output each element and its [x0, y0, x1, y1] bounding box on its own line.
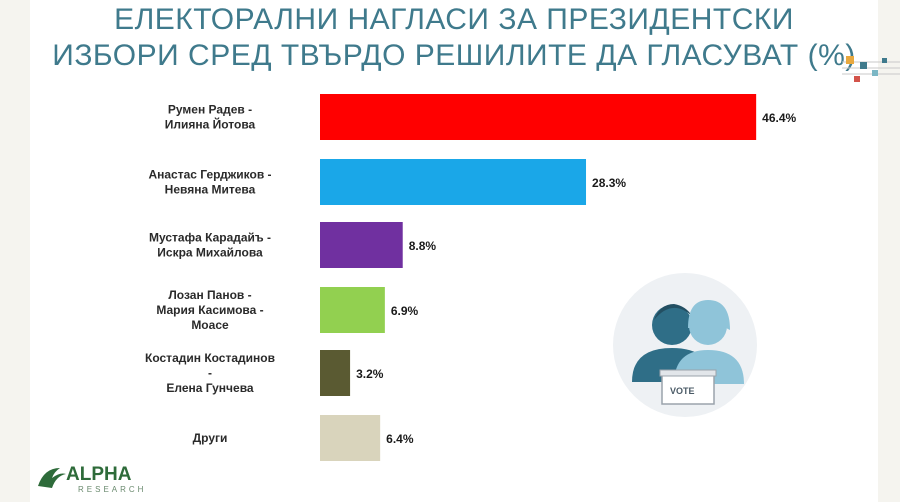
category-label-4-line-3: Моасе — [191, 318, 229, 332]
category-label-6-line-1: Други — [193, 431, 228, 445]
alpha-research-logo: ALPHA RESEARCH — [34, 456, 184, 496]
category-label-1-line-2: Илияна Йотова — [165, 117, 256, 132]
logo-sub-text: RESEARCH — [78, 485, 146, 494]
bar-3 — [320, 222, 403, 268]
decorative-squares-icon — [842, 56, 900, 82]
bar-4 — [320, 287, 385, 333]
category-label-4-line-1: Лозан Панов - — [168, 288, 251, 302]
category-label-3-line-1: Мустафа Карадайъ - — [149, 231, 271, 245]
bar-2 — [320, 159, 587, 205]
category-label-1-line-1: Румен Радев - — [168, 103, 252, 117]
data-label-3: 8.8% — [409, 239, 437, 253]
category-label-4-line-2: Мария Касимова - — [156, 303, 263, 317]
chart-title: ЕЛЕКТОРАЛНИ НАГЛАСИ ЗА ПРЕЗИДЕНТСКИ ИЗБО… — [30, 2, 878, 74]
category-label-2-line-1: Анастас Герджиков - — [148, 168, 271, 182]
bar-6 — [320, 415, 381, 461]
category-label-5-line-2: - — [208, 366, 212, 380]
ballot-box-label: VOTE — [670, 386, 695, 396]
category-label-3-line-2: Искра Михайлова — [157, 246, 263, 260]
chart-title-line1: ЕЛЕКТОРАЛНИ НАГЛАСИ ЗА ПРЕЗИДЕНТСКИ — [114, 3, 794, 36]
logo-brand-text: ALPHA — [66, 464, 132, 485]
bar-5 — [320, 350, 351, 396]
bar-chart: 46.4% Румен Радев -Илияна Йотова 28.3% Анас… — [145, 94, 797, 461]
chart-title-line2: ИЗБОРИ СРЕД ТВЪРДО РЕШИЛИТЕ ДА ГЛАСУВАТ … — [52, 39, 856, 72]
data-label-6: 6.4% — [386, 432, 414, 446]
slide: ЕЛЕКТОРАЛНИ НАГЛАСИ ЗА ПРЕЗИДЕНТСКИ ИЗБО… — [30, 0, 900, 502]
data-label-1: 46.4% — [762, 111, 796, 125]
data-label-4: 6.9% — [391, 304, 419, 318]
category-label-2-line-2: Невяна Митева — [165, 183, 256, 197]
category-label-5-line-3: Елена Гунчева — [166, 381, 254, 395]
data-label-5: 3.2% — [356, 367, 384, 381]
voters-ballot-icon: VOTE — [613, 273, 757, 417]
bar-1 — [320, 94, 757, 140]
data-label-2: 28.3% — [592, 176, 626, 190]
category-label-5-line-1: Костадин Костадинов — [145, 351, 275, 365]
